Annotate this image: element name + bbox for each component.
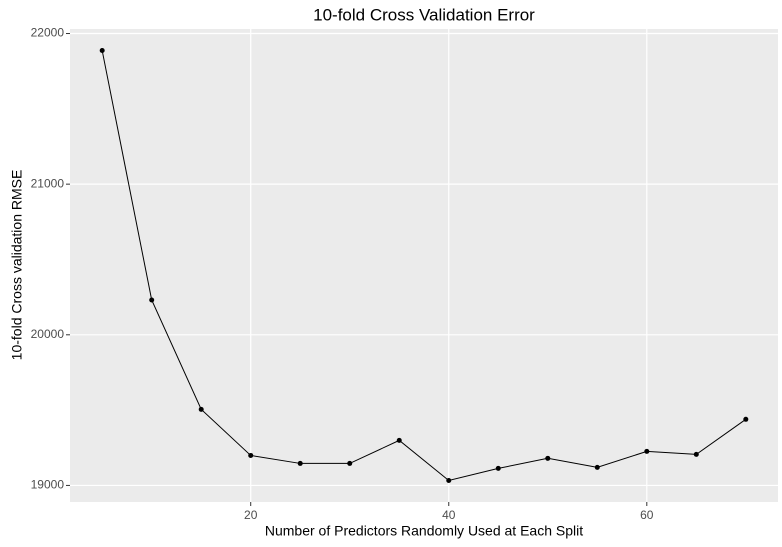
y-tick-label: 20000 <box>31 327 65 341</box>
point <box>594 464 600 470</box>
point <box>198 406 204 412</box>
y-tick-label: 19000 <box>31 478 65 492</box>
x-tick-label: 40 <box>442 508 456 522</box>
y-tick-label: 22000 <box>31 26 65 40</box>
point <box>693 451 699 457</box>
point <box>297 460 303 466</box>
point <box>495 465 501 471</box>
y-axis-title: 10-fold Cross validation RMSE <box>9 170 25 361</box>
point <box>743 416 749 422</box>
point <box>396 437 402 443</box>
point <box>545 455 551 461</box>
point <box>347 460 353 466</box>
chart-title: 10-fold Cross Validation Error <box>313 5 535 24</box>
x-tick-label: 60 <box>640 508 654 522</box>
point <box>99 48 105 54</box>
point <box>644 448 650 454</box>
panel <box>70 29 778 502</box>
point <box>149 297 155 303</box>
x-axis-title: Number of Predictors Randomly Used at Ea… <box>265 523 583 539</box>
point <box>248 452 254 458</box>
point <box>446 477 452 483</box>
line <box>101 50 747 482</box>
x-tick-label: 20 <box>244 508 258 522</box>
y-tick-label: 21000 <box>31 176 65 190</box>
